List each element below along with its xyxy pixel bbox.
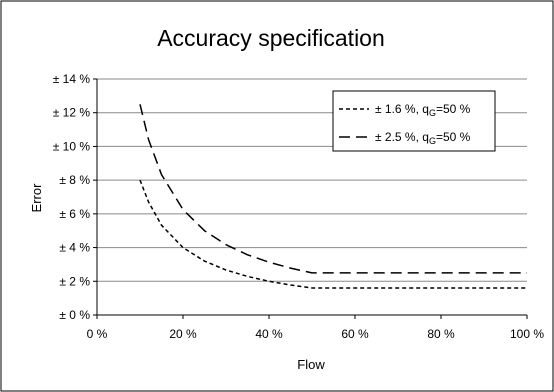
- y-tick-label: ± 4 %: [59, 241, 90, 255]
- x-axis-label: Flow: [297, 357, 325, 372]
- y-tick-label: ± 6 %: [59, 207, 90, 221]
- y-tick-label: ± 14 %: [53, 72, 91, 86]
- legend-label: ± 2.5 %, qG=50 %: [375, 130, 471, 146]
- y-tick-label: ± 8 %: [59, 173, 90, 187]
- y-tick-label: ± 0 %: [59, 308, 90, 322]
- x-tick-label: 60 %: [341, 327, 369, 341]
- x-tick-label: 40 %: [255, 327, 283, 341]
- x-tick-label: 20 %: [169, 327, 197, 341]
- y-tick-label: ± 12 %: [53, 106, 91, 120]
- series-line: [139, 179, 527, 289]
- x-tick-label: 0 %: [87, 327, 108, 341]
- legend: ± 1.6 %, qG=50 % ± 2.5 %, qG=50 %: [332, 90, 496, 152]
- y-axis: ± 0 % ± 2 % ± 4 % ± 6 % ± 8 % ± 10 % ± 12 % ± 1…: [53, 72, 97, 322]
- y-axis-label: Error: [29, 183, 44, 213]
- y-tick-label: ± 2 %: [59, 274, 90, 288]
- series-layer: [139, 104, 527, 289]
- plot-area: [96, 79, 527, 316]
- x-tick-label: 100 %: [510, 327, 544, 341]
- x-axis: 0 % 20 % 40 % 60 % 80 % 100 %: [87, 315, 544, 341]
- chart-title: Accuracy specification: [157, 25, 385, 51]
- series-line: [139, 104, 527, 274]
- legend-label: ± 1.6 %, qG=50 %: [375, 102, 471, 118]
- x-tick-label: 80 %: [427, 327, 455, 341]
- legend-box: [332, 90, 496, 152]
- y-tick-label: ± 10 %: [53, 139, 91, 153]
